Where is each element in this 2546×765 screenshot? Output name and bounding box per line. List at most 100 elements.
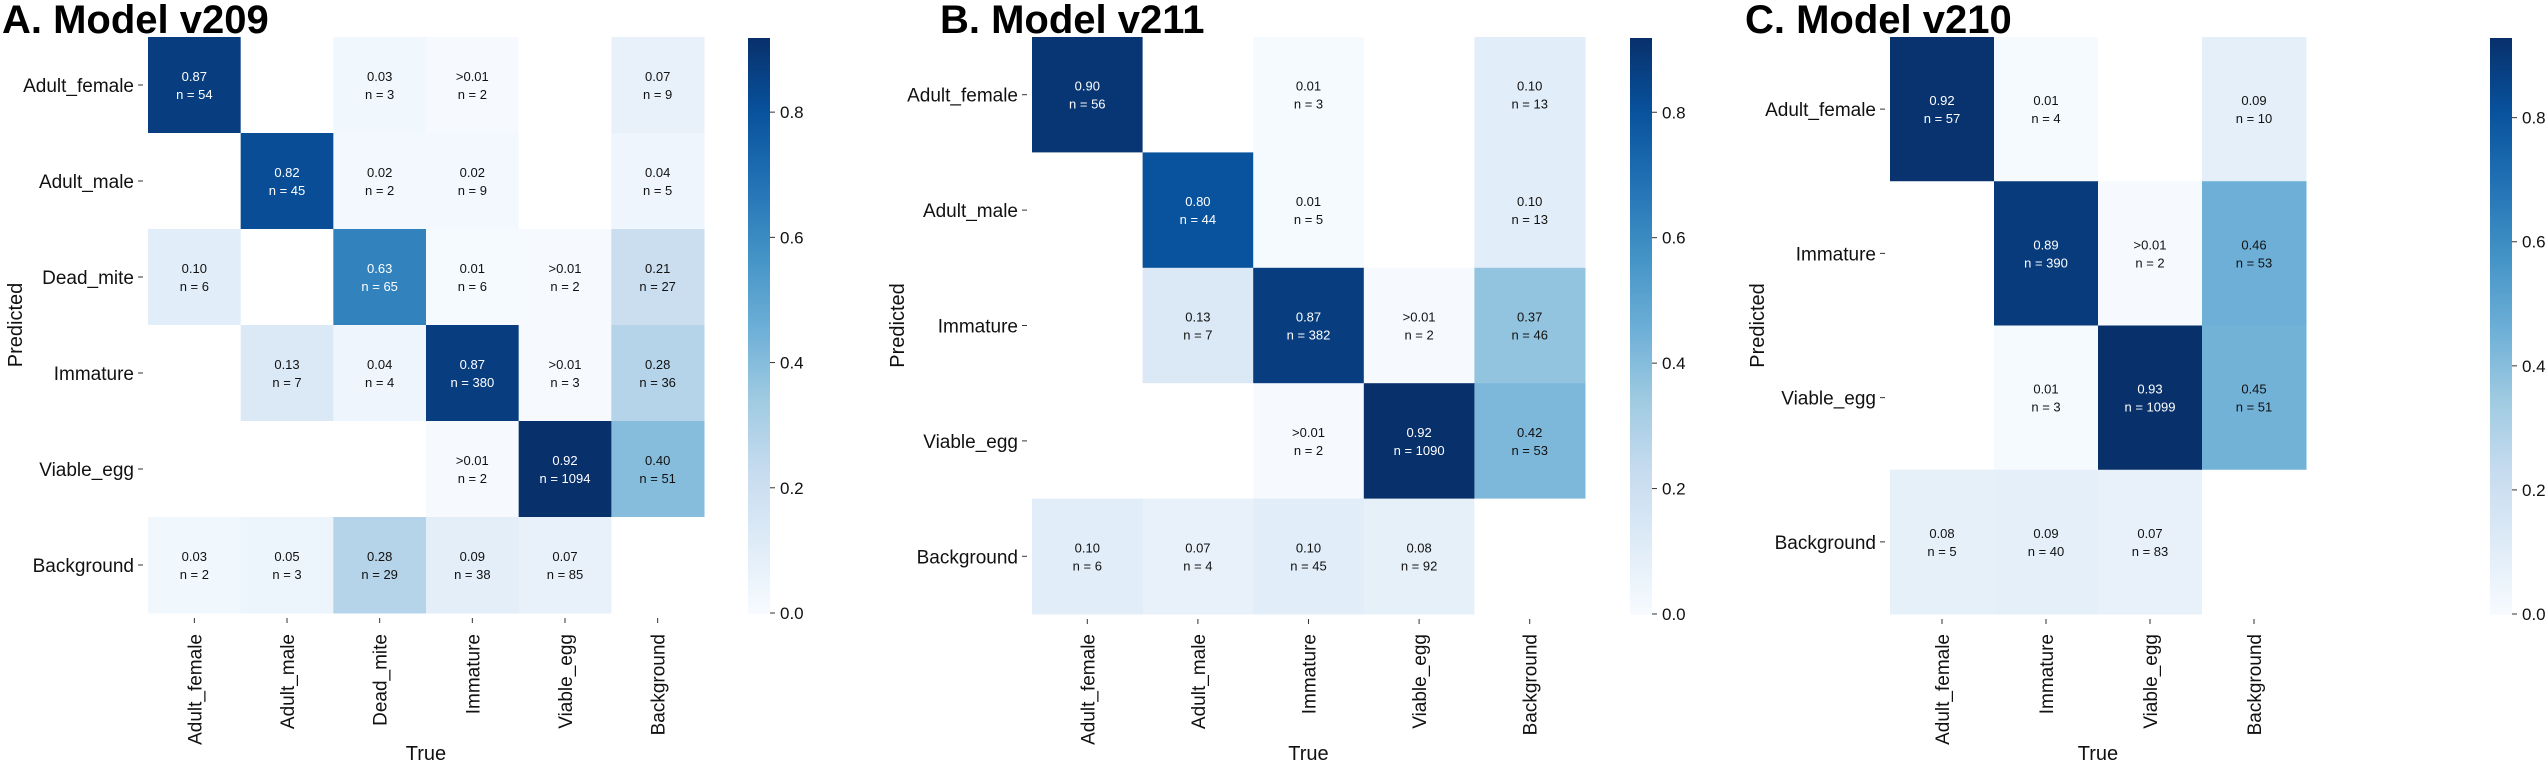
cell-value-label: >0.01	[456, 69, 489, 84]
cell-count-label: n = 7	[1183, 328, 1212, 343]
cell-count-label: n = 6	[458, 279, 487, 294]
cell-value-label: 0.01	[2033, 382, 2058, 397]
heatmap-cell	[1032, 152, 1144, 269]
cell-count-label: n = 40	[2028, 544, 2065, 559]
cell-value-label: 0.02	[460, 165, 485, 180]
heatmap-cell	[1032, 37, 1144, 153]
cell-count-label: n = 390	[2024, 255, 2068, 270]
cell-value-label: 0.82	[274, 165, 299, 180]
heatmap-cell	[1890, 181, 1995, 326]
colorbar-tick-label: 0.6	[1662, 229, 1686, 248]
x-tick-label: Immature	[2037, 634, 2058, 714]
cell-count-label: n = 45	[1290, 558, 1327, 573]
heatmap-cell	[333, 421, 427, 518]
cell-count-label: n = 1094	[540, 471, 591, 486]
cell-count-label: n = 51	[639, 471, 676, 486]
heatmap-cell	[1474, 498, 1586, 615]
cell-value-label: 0.10	[1075, 540, 1100, 555]
chart-title: B. Model v211	[940, 0, 1205, 42]
cell-value-label: >0.01	[1403, 310, 1436, 325]
y-tick-label: Immature	[54, 364, 134, 385]
heatmap-cell	[148, 421, 242, 518]
heatmap-cell	[518, 229, 612, 326]
heatmap-cell	[240, 229, 334, 326]
y-tick-label: Viable_egg	[39, 460, 134, 481]
cell-count-label: n = 9	[458, 183, 487, 198]
y-tick-label: Adult_female	[23, 76, 134, 97]
cell-value-label: >0.01	[456, 453, 489, 468]
cell-count-label: n = 7	[272, 375, 301, 390]
heatmap-cell	[426, 229, 520, 326]
y-tick-label: Viable_egg	[1781, 389, 1876, 410]
cell-count-label: n = 3	[550, 375, 579, 390]
cell-value-label: 0.07	[645, 69, 670, 84]
cell-count-label: n = 4	[365, 375, 394, 390]
cell-value-label: 0.28	[645, 357, 670, 372]
cell-value-label: 0.37	[1517, 310, 1542, 325]
cell-count-label: n = 1090	[1394, 443, 1445, 458]
heatmap-cell	[240, 37, 334, 134]
heatmap-cell	[333, 229, 427, 326]
heatmap-cell	[611, 229, 705, 326]
cell-value-label: 0.07	[1185, 540, 1210, 555]
heatmap-cell	[426, 421, 520, 518]
heatmap-cell	[518, 37, 612, 134]
heatmap-cell	[611, 37, 705, 134]
heatmap-cell	[426, 325, 520, 422]
y-tick-label: Adult_female	[1765, 100, 1876, 121]
colorbar-tick-label: 0.6	[2522, 233, 2546, 252]
heatmap-cell	[333, 517, 427, 614]
colorbar	[2490, 38, 2512, 615]
cell-count-label: n = 5	[1294, 212, 1323, 227]
heatmap-cell	[611, 517, 705, 614]
cell-value-label: >0.01	[2134, 237, 2167, 252]
y-tick-label: Immature	[938, 317, 1018, 338]
heatmap-cell	[611, 421, 705, 518]
heatmap-cell	[2098, 469, 2203, 615]
cell-value-label: 0.13	[1185, 310, 1210, 325]
cell-count-label: n = 380	[450, 375, 494, 390]
heatmap-cell	[1363, 152, 1475, 269]
cell-value-label: 0.01	[1296, 194, 1321, 209]
heatmap-cell	[1363, 383, 1475, 500]
cell-count-label: n = 1099	[2125, 400, 2176, 415]
heatmap-cell	[611, 133, 705, 230]
cell-value-label: >0.01	[549, 357, 582, 372]
cell-count-label: n = 13	[1511, 212, 1548, 227]
cell-count-label: n = 3	[2031, 400, 2060, 415]
cell-value-label: 0.03	[182, 549, 207, 564]
cell-count-label: n = 5	[1927, 544, 1956, 559]
cell-count-label: n = 6	[180, 279, 209, 294]
cell-value-label: 0.09	[460, 549, 485, 564]
y-tick-label: Background	[917, 547, 1018, 568]
x-tick-label: Immature	[1300, 634, 1321, 714]
colorbar-tick-label: 0.4	[780, 354, 804, 373]
colorbar-tick-label: 0.0	[780, 604, 804, 623]
cell-value-label: 0.92	[1406, 425, 1431, 440]
colorbar-tick-label: 0.4	[2522, 357, 2546, 376]
cell-value-label: 0.45	[2241, 382, 2266, 397]
cell-count-label: n = 6	[1073, 558, 1102, 573]
panel-model-v209: A. Model v209 0.87 n = 54 0.03 n = 3 >0.01 n =…	[2, 0, 804, 765]
colorbar	[1630, 38, 1652, 615]
cell-value-label: 0.04	[367, 357, 392, 372]
heatmap-cell	[1474, 152, 1586, 269]
cell-value-label: 0.05	[274, 549, 299, 564]
cell-value-label: 0.10	[1517, 79, 1542, 94]
heatmap-cell	[148, 37, 242, 134]
cell-count-label: n = 2	[1294, 443, 1323, 458]
heatmap-cell	[1253, 152, 1365, 269]
x-tick-label: Viable_egg	[1410, 634, 1431, 729]
panel-model-v210: C. Model v210 0.92 n = 57 0.01 n = 4 0.09 n = …	[1745, 0, 2546, 765]
cell-value-label: 0.90	[1075, 79, 1100, 94]
cell-value-label: 0.07	[2137, 526, 2162, 541]
cell-value-label: 0.02	[367, 165, 392, 180]
x-tick-label: Viable_egg	[2141, 634, 2162, 729]
heatmap-cell	[2098, 37, 2203, 182]
heatmap-cell	[1253, 37, 1365, 153]
y-tick-label: Immature	[1796, 244, 1876, 265]
heatmap-cell	[1142, 383, 1254, 500]
heatmap-cell	[1474, 37, 1586, 153]
heatmap-cell	[1363, 267, 1475, 384]
